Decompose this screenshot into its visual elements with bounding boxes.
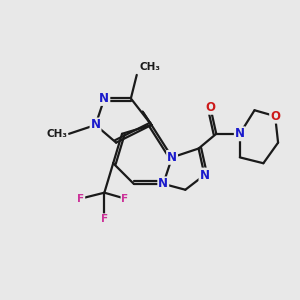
Text: N: N: [99, 92, 110, 105]
Text: N: N: [158, 177, 168, 190]
Text: O: O: [270, 110, 280, 123]
Text: F: F: [77, 194, 84, 204]
Text: N: N: [167, 151, 177, 164]
Text: N: N: [200, 169, 209, 182]
Text: F: F: [122, 194, 128, 204]
Text: CH₃: CH₃: [46, 129, 68, 139]
Text: N: N: [235, 127, 245, 140]
Text: F: F: [101, 214, 108, 224]
Text: O: O: [206, 101, 215, 114]
Text: CH₃: CH₃: [140, 62, 161, 72]
Text: N: N: [91, 118, 100, 131]
